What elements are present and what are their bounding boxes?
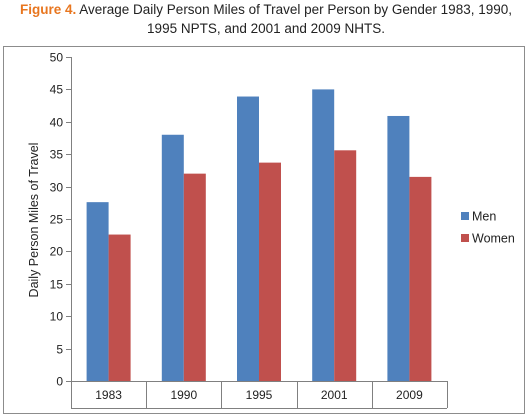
bar-men-2009 — [387, 115, 410, 381]
legend-label-women: Women — [472, 232, 515, 246]
y-tick-label: 10 — [50, 310, 64, 324]
legend: Men Women — [461, 210, 515, 246]
bar-women-2001 — [334, 150, 357, 381]
bar-women-2009 — [409, 176, 432, 381]
y-tick-label: 50 — [50, 51, 64, 65]
y-tick-label: 35 — [50, 148, 64, 162]
figure-label: Figure 4. — [19, 2, 77, 17]
x-tick-label: 1990 — [170, 388, 197, 402]
y-tick-label: 0 — [56, 375, 63, 389]
x-tick-label: 1995 — [246, 388, 273, 402]
y-tick-label: 20 — [50, 245, 64, 259]
y-tick-label: 5 — [56, 343, 63, 357]
figure-caption: Figure 4. Average Daily Person Miles of … — [0, 0, 532, 48]
bar-men-1983 — [86, 202, 109, 381]
y-axis-title: Daily Person Miles of Travel — [27, 143, 41, 298]
bar-men-1990 — [161, 134, 184, 381]
plot-area: 0 5 10 15 20 25 30 35 40 45 50 1983 1990 1995 2001 2009 — [50, 51, 448, 409]
bar-men-1995 — [237, 96, 259, 381]
y-tick-label: 15 — [50, 278, 64, 292]
x-tick-label: 2009 — [396, 388, 423, 402]
y-tick-label: 40 — [50, 116, 64, 130]
bar-women-1983 — [108, 234, 131, 381]
legend-swatch-women — [461, 234, 469, 242]
y-tick-label: 45 — [50, 83, 64, 97]
x-tick-label: 2001 — [321, 388, 348, 402]
y-tick-label: 30 — [50, 181, 64, 195]
legend-swatch-men — [461, 212, 469, 220]
caption-line-2: 1995 NPTS, and 2001 and 2009 NHTS. — [147, 21, 385, 36]
caption-line-1: Figure 4. Average Daily Person Miles of … — [0, 0, 532, 19]
bar-women-1990 — [183, 173, 206, 381]
bar-women-1995 — [259, 162, 281, 381]
caption-text-1: Average Daily Person Miles of Travel per… — [76, 2, 512, 17]
x-tick-label: 1983 — [95, 388, 122, 402]
chart-frame — [3, 46, 525, 414]
legend-label-men: Men — [472, 210, 496, 224]
y-tick-label: 25 — [50, 213, 64, 227]
bar-men-2001 — [312, 89, 335, 382]
